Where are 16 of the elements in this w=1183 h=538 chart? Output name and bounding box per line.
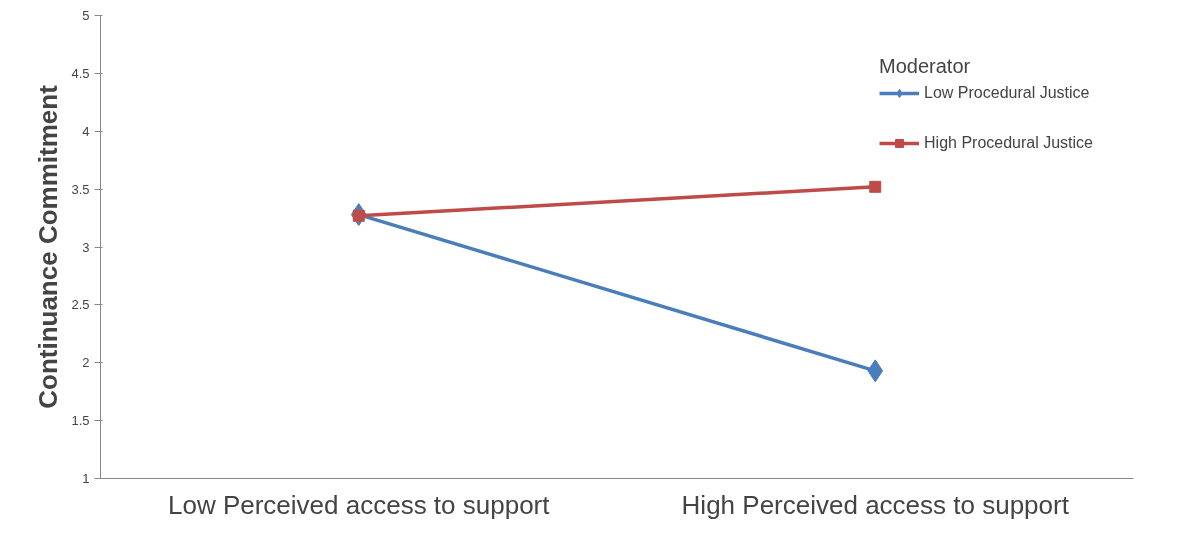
y-tick-label: 3.5 <box>71 181 90 197</box>
y-tick-label: 1.5 <box>71 413 90 429</box>
x-tick-label: Low Perceived access to support <box>167 489 551 520</box>
point <box>869 180 882 193</box>
legend-label: Low Procedural Justice <box>924 84 1090 102</box>
legend-label: High Procedural Justice <box>924 134 1093 152</box>
y-tick-label: 4.5 <box>71 65 90 81</box>
y-axis-title: Continuance Commitment <box>33 84 64 409</box>
y-tick-label: 3 <box>82 239 90 255</box>
x-tick-label: High Perceived access to support <box>681 489 1070 520</box>
y-tick-label: 1 <box>82 471 90 486</box>
y-tick-label: 4 <box>82 123 90 139</box>
y-tick-label: 5 <box>82 8 90 23</box>
y-tick-label: 2 <box>82 355 90 371</box>
legend-title: Moderator <box>879 55 972 78</box>
y-tick-label: 2.5 <box>71 297 90 313</box>
